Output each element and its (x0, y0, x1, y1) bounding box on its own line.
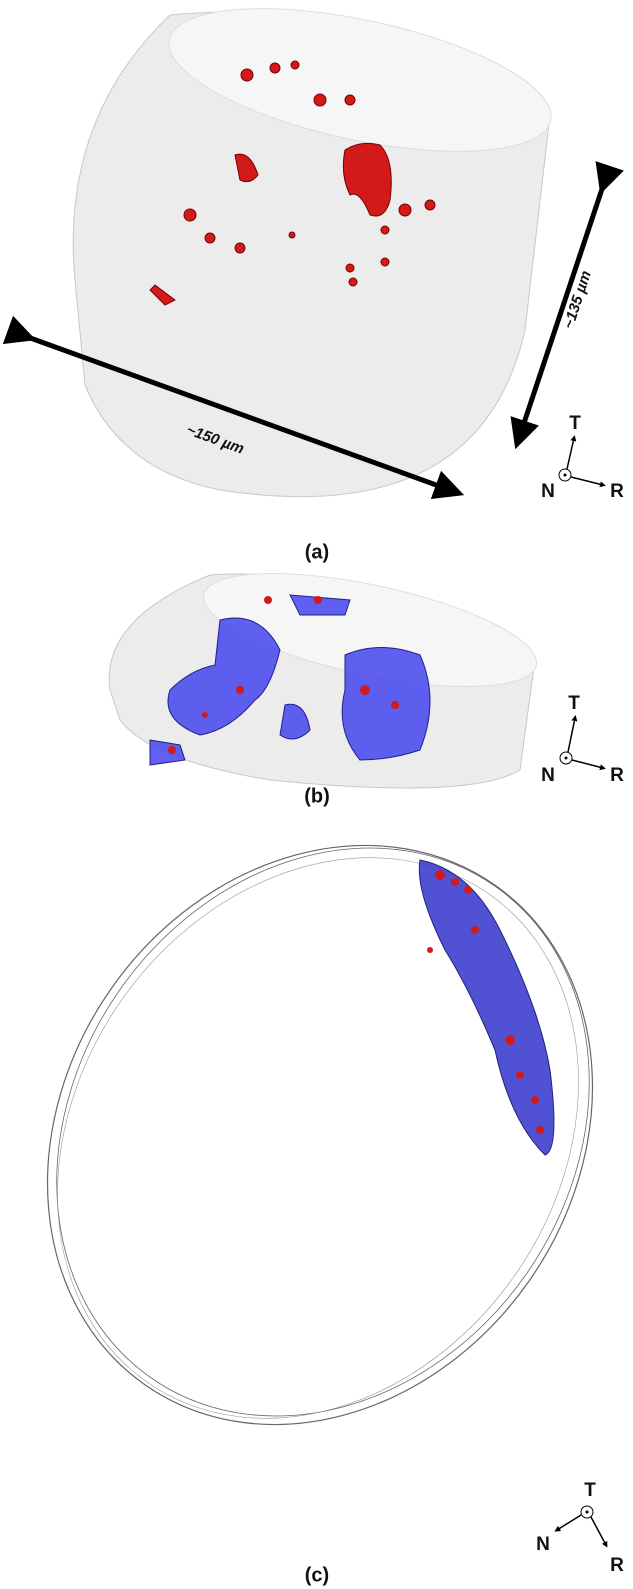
axis-triad (560, 718, 603, 768)
axis-label: R (610, 1555, 624, 1576)
axis-label: T (584, 1480, 596, 1501)
axis-label: T (569, 413, 581, 434)
panel-a: ~150 µm ~135 µm T N R (a) (22, 0, 624, 563)
axis-label: T (568, 693, 580, 714)
axis-label: R (610, 765, 624, 786)
axis-triad (559, 438, 603, 485)
panel-b: T N R (b) (109, 551, 624, 808)
panel-label: (c) (305, 1564, 329, 1586)
axis-label: N (541, 765, 555, 786)
axis-label: R (610, 481, 624, 502)
blue-regions (419, 860, 554, 1155)
panel-label: (a) (305, 541, 329, 563)
axis-label: N (541, 481, 555, 502)
panel-label: (b) (304, 785, 330, 807)
figure: ~150 µm ~135 µm T N R (a) T (0, 0, 633, 1589)
panel-c: T N R (c) (0, 739, 633, 1586)
axis-triad (557, 1506, 606, 1545)
axis-label: N (536, 1534, 550, 1555)
